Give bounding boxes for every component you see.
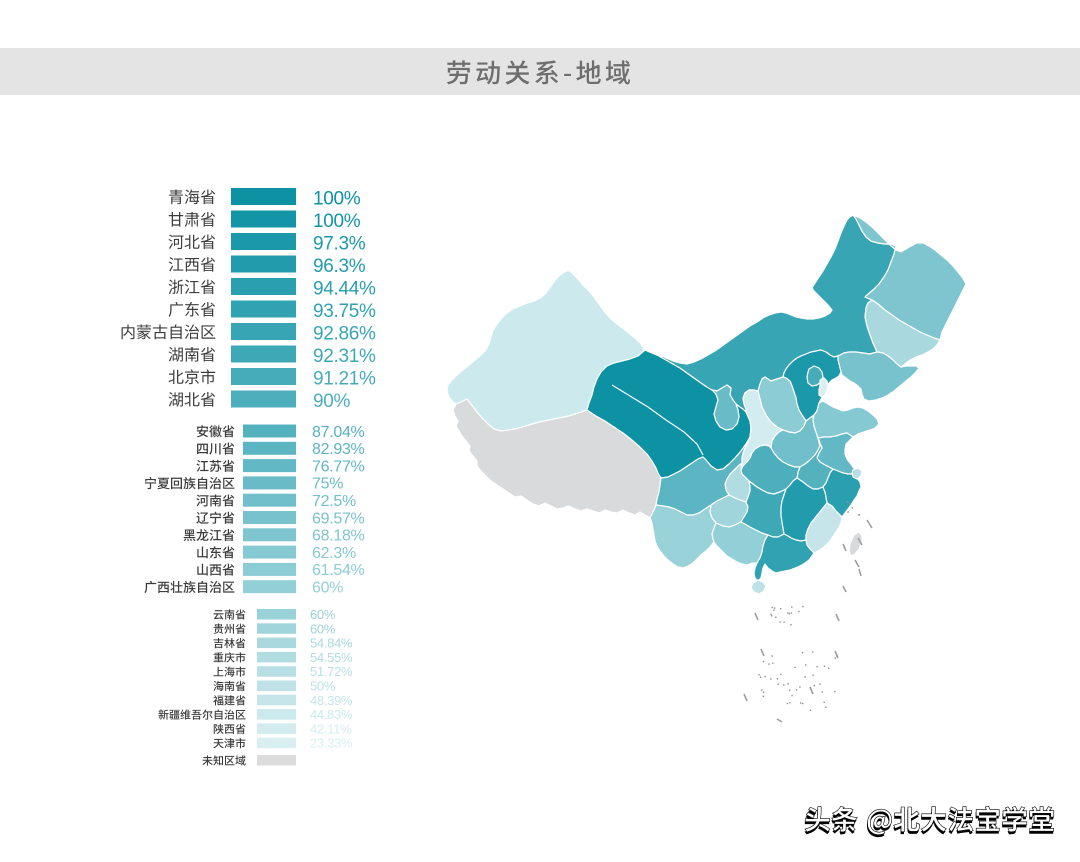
svg-text:50%: 50% [310,679,336,694]
svg-text:91.21%: 91.21% [313,368,376,389]
svg-text:93.75%: 93.75% [313,301,376,322]
svg-text:60%: 60% [310,621,336,636]
svg-text:44.83%: 44.83% [310,707,353,722]
svg-text:51.72%: 51.72% [310,664,353,679]
svg-text:60%: 60% [312,580,343,597]
svg-text:72.5%: 72.5% [312,493,356,510]
svg-text:76.77%: 76.77% [312,458,365,475]
svg-text:87.04%: 87.04% [312,424,365,441]
svg-text:100%: 100% [313,211,361,232]
svg-text:62.3%: 62.3% [312,545,356,562]
svg-text:42.11%: 42.11% [310,721,352,736]
svg-text:96.3%: 96.3% [313,256,366,277]
svg-text:69.57%: 69.57% [312,510,365,527]
svg-text:23.33%: 23.33% [310,736,353,751]
svg-text:90%: 90% [313,391,351,412]
svg-text:92.31%: 92.31% [313,346,376,367]
svg-text:100%: 100% [313,188,361,209]
svg-text:92.86%: 92.86% [313,323,376,344]
svg-text:60%: 60% [310,607,336,622]
svg-text:54.84%: 54.84% [310,636,353,651]
svg-text:94.44%: 94.44% [313,278,376,299]
svg-text:48.39%: 48.39% [310,693,353,708]
svg-text:75%: 75% [312,476,343,493]
svg-text:82.93%: 82.93% [312,441,365,458]
svg-text:97.3%: 97.3% [313,233,366,254]
svg-text:54.55%: 54.55% [310,650,353,665]
svg-text:61.54%: 61.54% [312,562,365,579]
svg-text:68.18%: 68.18% [312,528,365,545]
